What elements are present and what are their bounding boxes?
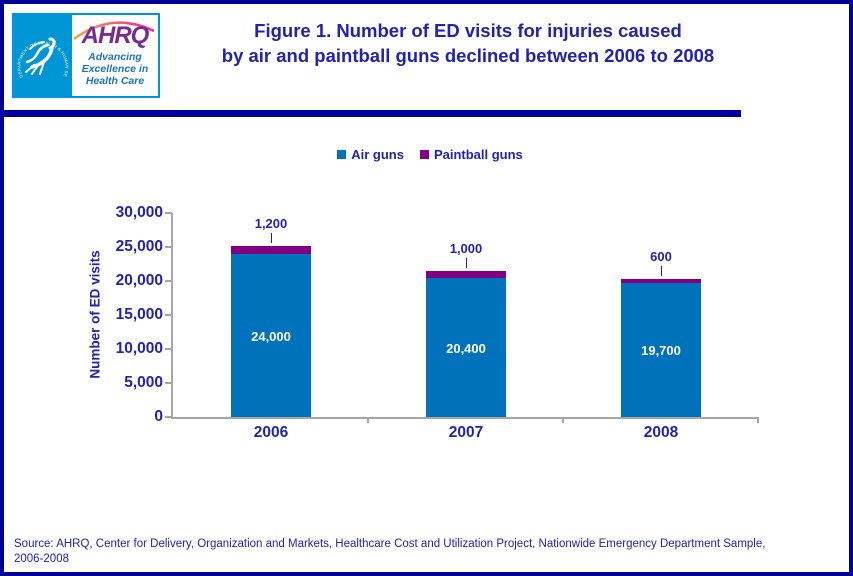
legend-item: Air guns — [337, 147, 404, 162]
x-tick-mark — [367, 417, 369, 423]
y-tick-mark — [165, 382, 172, 384]
legend-swatch-icon — [337, 150, 347, 159]
paintball-value-label: 1,200 — [254, 216, 288, 231]
air-guns-value-label: 20,400 — [446, 341, 486, 356]
source-line2: 2006-2008 — [14, 552, 69, 565]
y-tick-label: 30,000 — [115, 204, 163, 221]
x-category-label: 2007 — [448, 424, 484, 441]
bar-paintball-guns — [621, 279, 701, 283]
ahrq-tagline: Advancing Excellence in Health Care — [72, 51, 158, 87]
y-tick-label: 10,000 — [115, 340, 163, 357]
tagline-line: Excellence in — [81, 63, 149, 76]
bar-air-guns — [231, 254, 311, 417]
y-tick-mark — [165, 348, 172, 350]
ahrq-logo: DEPARTMENT OF HEALTH & HUMAN SERVICES • … — [12, 11, 160, 98]
air-guns-value-label: 19,700 — [641, 343, 681, 358]
y-tick-mark — [165, 246, 172, 248]
tagline-line: Health Care — [85, 75, 145, 88]
legend-label: Air guns — [351, 147, 404, 162]
ahrq-acronym: AHRQ — [81, 22, 150, 49]
rainbow-arc-icon — [73, 21, 155, 41]
paintball-leader-line — [466, 258, 467, 268]
ahrq-wordmark-box: AHRQ Advancing Excellence in Health Care — [72, 15, 158, 96]
y-tick-label: 15,000 — [115, 306, 163, 323]
figure-title-line2: by air and paintball guns declined betwe… — [221, 45, 715, 66]
header-divider — [0, 110, 741, 117]
y-axis-line — [171, 213, 173, 419]
legend-label: Paintball guns — [433, 147, 523, 162]
chart-legend: Air guns Paintball guns — [130, 147, 730, 162]
paintball-value-label: 600 — [650, 249, 672, 264]
paintball-value-label: 1,000 — [449, 241, 483, 256]
bar-paintball-guns — [426, 271, 506, 278]
legend-item: Paintball guns — [419, 147, 523, 162]
paintball-leader-line — [661, 266, 662, 276]
y-tick-label: 0 — [154, 408, 163, 425]
bar-air-guns — [426, 278, 506, 417]
y-tick-label: 20,000 — [115, 272, 163, 289]
y-tick-mark — [165, 280, 172, 282]
bar-air-guns — [621, 283, 701, 417]
source-line1: Source: AHRQ, Center for Delivery, Organ… — [14, 538, 766, 550]
paintball-leader-line — [271, 233, 272, 243]
y-tick-label: 5,000 — [124, 374, 163, 391]
source-note: Source: AHRQ, Center for Delivery, Organ… — [14, 537, 838, 567]
x-axis-line — [171, 417, 759, 419]
bar-paintball-guns — [231, 246, 311, 254]
y-tick-label: 25,000 — [115, 238, 163, 255]
x-category-label: 2006 — [253, 424, 289, 441]
y-tick-mark — [165, 314, 172, 316]
x-tick-mark — [757, 417, 759, 423]
x-category-label: 2008 — [643, 424, 679, 441]
y-axis-title: Number of ED visits — [87, 250, 103, 379]
y-tick-mark — [165, 416, 172, 418]
figure-title-line1: Figure 1. Number of ED visits for injuri… — [254, 20, 682, 41]
legend-swatch-icon — [419, 150, 429, 159]
figure-title: Figure 1. Number of ED visits for injuri… — [85, 18, 851, 68]
hhs-eagle-icon: DEPARTMENT OF HEALTH & HUMAN SERVICES • … — [12, 11, 69, 79]
tagline-line: Advancing — [88, 51, 142, 63]
x-tick-mark — [562, 417, 564, 423]
y-tick-mark — [165, 212, 172, 214]
air-guns-value-label: 24,000 — [251, 329, 291, 344]
hhs-seal: DEPARTMENT OF HEALTH & HUMAN SERVICES • … — [12, 11, 72, 96]
